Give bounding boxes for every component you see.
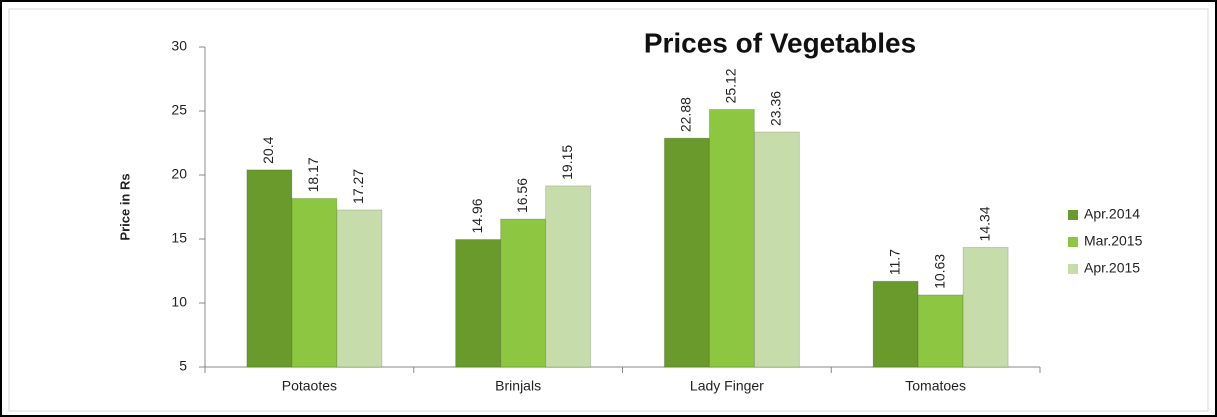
bar [872,280,919,368]
data-label: 10.63 [931,254,947,289]
y-tick-label: 5 [179,358,187,374]
x-tick-label: Potaotes [282,378,337,394]
chart-title: Prices of Vegetables [644,27,916,58]
y-tick-label: 10 [171,294,187,310]
data-label: 11.7 [886,249,902,275]
bar [246,169,293,368]
data-label: 25.12 [723,68,739,103]
bar [708,108,755,368]
bar [291,197,338,368]
data-label: 20.4 [260,136,276,163]
y-tick-label: 25 [171,102,187,118]
data-label: 14.34 [976,206,992,241]
bar [917,294,964,368]
y-tick-label: 15 [171,230,187,246]
data-label: 19.15 [559,145,575,180]
bar [500,218,547,368]
bar [455,239,502,368]
legend-swatch [1068,210,1078,220]
y-tick-label: 20 [171,166,187,182]
x-tick-label: Lady Finger [690,378,764,394]
bar [545,185,592,368]
bar [753,131,800,368]
y-tick-label: 30 [171,38,187,54]
data-label: 23.36 [768,91,784,126]
data-label: 16.56 [514,178,530,213]
data-label: 22.88 [678,97,694,132]
data-label: 14.96 [469,198,485,233]
data-label: 18.17 [305,157,321,192]
bar [663,137,710,368]
data-label: 17.27 [350,169,366,204]
inner-frame [8,8,1209,412]
legend-swatch [1068,264,1078,274]
y-axis-title: Price in Rs [117,173,132,240]
legend-label: Mar.2015 [1084,233,1143,249]
x-tick-label: Brinjals [495,378,541,394]
legend-swatch [1068,237,1078,247]
bar [336,209,383,368]
bar [962,246,1009,368]
x-tick-label: Tomatoes [905,378,966,394]
legend-label: Apr.2014 [1084,206,1140,222]
legend-label: Apr.2015 [1084,260,1140,276]
